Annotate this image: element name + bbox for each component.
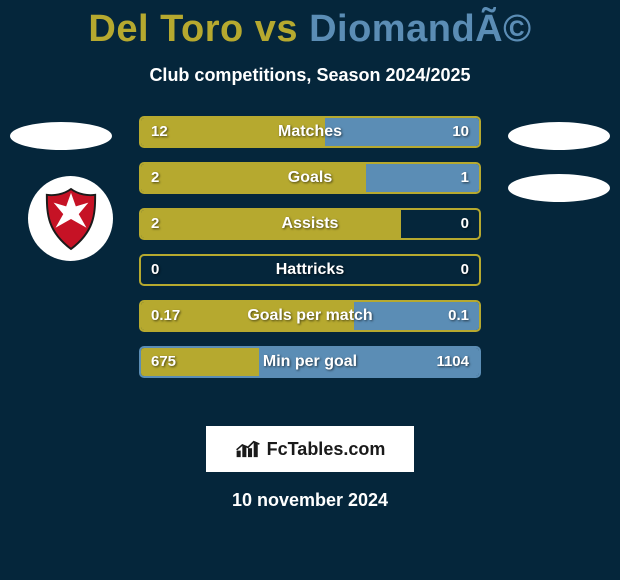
comparison-content: 1210Matches 21Goals 20Assists 00Hattricks 0.… <box>0 116 620 416</box>
shield-icon <box>42 187 100 251</box>
player1-name: Del Toro <box>88 8 243 50</box>
stat-label: Min per goal <box>141 348 479 376</box>
stat-row: 0.170.1Goals per match <box>139 300 481 332</box>
right-ellipse-placeholder-2 <box>508 174 610 202</box>
player2-name: DiomandÃ© <box>309 8 532 50</box>
stat-label: Matches <box>141 118 479 146</box>
date-label: 10 november 2024 <box>0 490 620 511</box>
stat-label: Goals <box>141 164 479 192</box>
brand-badge[interactable]: FcTables.com <box>206 426 414 472</box>
club-badge <box>28 176 113 261</box>
stat-bars: 1210Matches 21Goals 20Assists 00Hattricks 0.… <box>139 116 481 392</box>
stat-row: 1210Matches <box>139 116 481 148</box>
stat-label: Assists <box>141 210 479 238</box>
stat-row: 21Goals <box>139 162 481 194</box>
stat-label: Goals per match <box>141 302 479 330</box>
right-ellipse-placeholder-1 <box>508 122 610 150</box>
stat-label: Hattricks <box>141 256 479 284</box>
bars-icon <box>235 439 261 459</box>
subtitle: Club competitions, Season 2024/2025 <box>0 65 620 86</box>
stat-row: 6751104Min per goal <box>139 346 481 378</box>
stat-row: 20Assists <box>139 208 481 240</box>
stat-row: 00Hattricks <box>139 254 481 286</box>
brand-text: FcTables.com <box>267 439 386 460</box>
vs-separator: vs <box>244 8 309 50</box>
page-title: Del Toro vs DiomandÃ© <box>0 0 620 51</box>
left-ellipse-placeholder <box>10 122 112 150</box>
